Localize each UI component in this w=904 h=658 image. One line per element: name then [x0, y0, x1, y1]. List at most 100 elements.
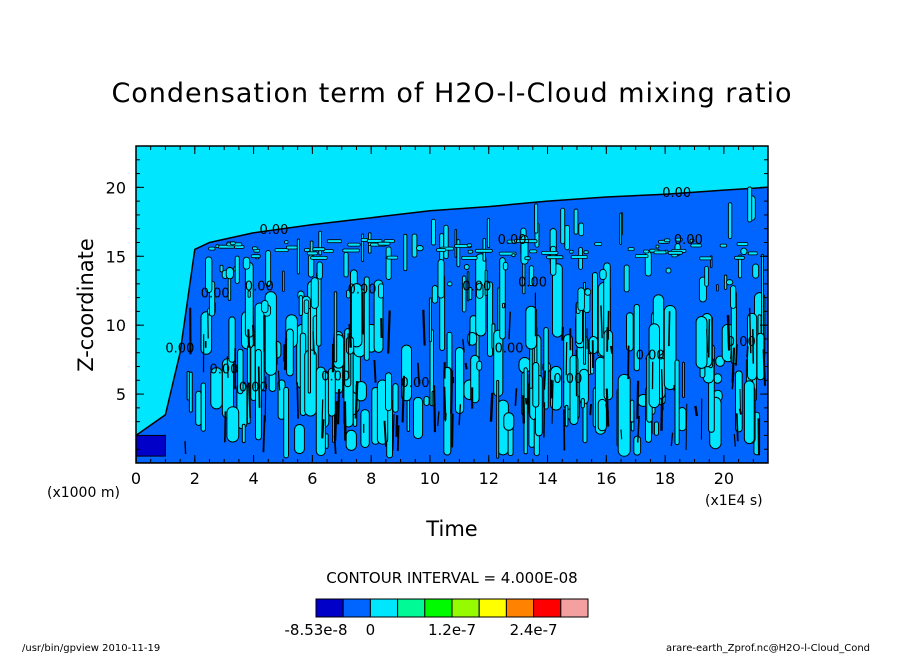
field-patch — [429, 298, 431, 342]
contour-label: 0.00 — [495, 342, 524, 357]
contour-line — [356, 381, 357, 418]
field-patch — [574, 209, 578, 234]
field-patch — [414, 397, 423, 438]
contour-label: 0.00 — [348, 283, 377, 298]
contour-line — [526, 398, 527, 404]
contour-line — [515, 388, 516, 406]
field-patch — [196, 391, 202, 425]
field-patch — [242, 424, 245, 442]
field-patch — [227, 407, 239, 442]
field-patch — [604, 330, 613, 400]
field-patch — [262, 300, 268, 312]
x-tick-label: 8 — [366, 469, 376, 488]
field-patch — [542, 251, 559, 254]
field-patch — [311, 256, 328, 259]
field-patch — [304, 249, 309, 252]
contour-line — [759, 418, 760, 455]
field-patch — [361, 410, 369, 448]
field-patch — [468, 250, 473, 253]
field-patch — [578, 288, 585, 311]
contour-label: 0.00 — [165, 342, 194, 357]
field-patch — [387, 256, 398, 259]
contour-label: 0.00 — [498, 233, 527, 248]
field-patch — [379, 284, 384, 298]
field-patch — [584, 251, 588, 254]
field-patch — [448, 282, 453, 286]
field-patch — [649, 324, 659, 408]
contour-label: 0.00 — [674, 233, 703, 248]
field-patch — [757, 333, 764, 380]
contour-label: 0.00 — [245, 280, 274, 295]
field-patch — [618, 374, 630, 456]
field-patch — [393, 384, 398, 413]
contour-line — [397, 415, 398, 437]
field-patch — [744, 381, 754, 444]
field-patch — [424, 397, 429, 406]
field-patch — [504, 413, 514, 431]
x-tick-label: 10 — [420, 469, 440, 488]
contour-line — [544, 402, 545, 437]
colorbar-label: 1.2e-7 — [428, 621, 476, 639]
field-patch — [189, 372, 192, 412]
contour-line — [737, 413, 738, 441]
colorbar-swatch — [479, 599, 506, 617]
field-patch — [656, 245, 659, 248]
field-patch — [593, 273, 598, 344]
field-patch — [304, 300, 309, 314]
x-tick-label: 20 — [714, 469, 734, 488]
contour-line — [669, 311, 670, 346]
contour-line — [297, 382, 298, 418]
field-patch — [416, 246, 423, 251]
field-patch — [635, 255, 648, 258]
contour-line — [445, 413, 446, 421]
field-patch — [230, 242, 235, 245]
field-patch — [728, 203, 731, 239]
field-patch — [547, 256, 564, 259]
contour-line — [225, 411, 226, 442]
field-patch — [705, 266, 709, 286]
field-patch — [311, 278, 318, 309]
field-patch — [348, 243, 361, 246]
field-patch — [444, 225, 448, 259]
field-patch — [252, 247, 257, 250]
field-patch — [201, 312, 212, 355]
field-patch — [251, 255, 260, 258]
field-patch — [581, 399, 584, 408]
contour-line — [466, 363, 467, 369]
field-patch — [308, 308, 310, 393]
field-patch — [628, 248, 634, 251]
field-patch — [327, 240, 341, 243]
contour-line — [322, 419, 323, 438]
field-patch — [464, 265, 469, 270]
x-tick-label: 18 — [655, 469, 675, 488]
contour-line — [423, 310, 424, 346]
y-axis-title: Z-coordinate — [74, 238, 98, 372]
contour-line — [398, 425, 399, 451]
field-patch — [717, 284, 719, 291]
field-patch — [595, 243, 602, 246]
field-patch — [404, 234, 407, 271]
contour-line — [452, 414, 453, 448]
contour-label: 0.00 — [201, 287, 230, 302]
field-patch — [317, 262, 322, 279]
field-patch — [457, 240, 460, 267]
field-patch — [284, 387, 289, 458]
field-patch — [432, 219, 436, 245]
y-tick-label: 15 — [106, 247, 126, 266]
field-patch — [551, 246, 556, 275]
field-patch — [346, 430, 356, 450]
footer-left-text: /usr/bin/gpview 2010-11-19 — [22, 643, 160, 654]
field-patch — [570, 250, 574, 253]
contour-label: 0.00 — [401, 376, 430, 391]
field-patch — [579, 223, 584, 236]
field-patch — [535, 204, 538, 233]
field-patch — [475, 249, 492, 252]
field-patch — [753, 264, 759, 278]
x-tick-label: 2 — [190, 469, 200, 488]
contour-line — [686, 404, 687, 450]
field-patch — [525, 257, 531, 260]
contour-line — [185, 441, 186, 454]
contour-line — [444, 387, 445, 420]
field-patch — [654, 422, 658, 436]
